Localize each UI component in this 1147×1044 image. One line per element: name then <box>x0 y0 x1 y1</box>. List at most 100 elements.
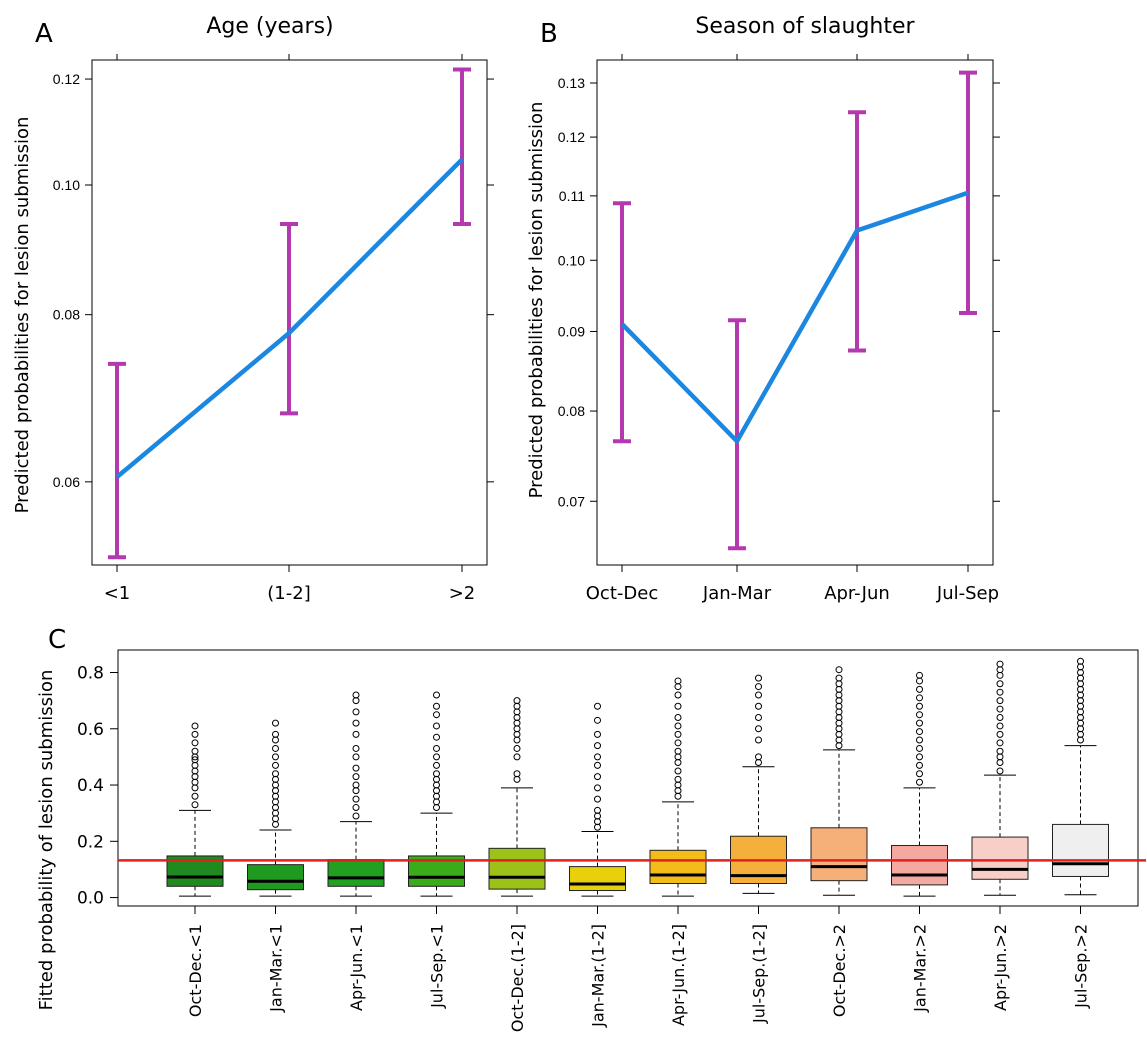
x-tick-label: Jan-Mar <box>702 583 772 604</box>
outlier-point <box>996 660 1004 668</box>
outlier-point <box>272 744 279 752</box>
outlier-point <box>594 784 601 792</box>
outlier-point <box>1077 685 1084 693</box>
outlier-point <box>916 719 923 727</box>
outlier-point <box>513 744 521 752</box>
outlier-point <box>594 716 601 724</box>
y-tick-label: 0.0 <box>77 889 104 909</box>
outlier-point <box>272 781 279 789</box>
outlier-point <box>352 795 360 803</box>
panel-c-frame <box>117 649 1139 907</box>
outlier-point <box>594 806 601 814</box>
x-tick-label: Apr-Jun <box>824 583 890 604</box>
y-tick-label: 0.6 <box>77 720 104 740</box>
outlier-point <box>272 775 279 783</box>
outlier-point <box>352 744 360 752</box>
outlier-point <box>835 685 843 693</box>
outlier-point <box>433 744 440 752</box>
panel-b-x-axis: Oct-Dec Jan-Mar Apr-Jun Jul-Sep <box>586 54 999 604</box>
outlier-point <box>996 688 1004 696</box>
outlier-point <box>1077 736 1084 744</box>
x-tick-label: Jul-Sep.<1 <box>428 924 447 1009</box>
outlier-point <box>996 697 1004 705</box>
y-tick-label: 0.10 <box>53 177 80 193</box>
panel-b-y-axis: 0.07 0.08 0.09 0.10 0.11 0.12 0.13 <box>558 75 1000 509</box>
x-tick-label: Oct-Dec.(1-2] <box>508 924 527 1032</box>
outlier-point <box>755 702 762 710</box>
series-line <box>620 190 969 444</box>
outlier-point <box>996 666 1004 674</box>
panel-b-ylabel: Predicted probabilities for lesion submi… <box>526 102 547 499</box>
outlier-point <box>916 728 923 736</box>
outlier-point <box>352 753 360 761</box>
box <box>569 866 626 892</box>
outlier-point <box>191 801 199 809</box>
outlier-point <box>433 787 440 795</box>
outlier-point <box>191 767 199 775</box>
outlier-point <box>594 742 601 750</box>
panel-c-x-axis: Oct-Dec.<1 Jan-Mar.<1 Apr-Jun.<1 Jul-Sep.<1… <box>186 906 1091 1032</box>
y-tick-label: 0.06 <box>53 474 80 490</box>
x-tick-label: Apr-Jun.(1-2] <box>669 924 688 1026</box>
panel-a-y-axis: 0.06 0.08 0.10 0.12 <box>53 71 494 490</box>
y-tick-label: 0.8 <box>77 664 104 684</box>
outlier-point <box>191 747 199 755</box>
y-tick-label: 0.2 <box>77 832 104 852</box>
outlier-point <box>674 730 682 738</box>
outlier-point <box>433 792 440 800</box>
outlier-point <box>272 815 279 823</box>
outlier-point <box>1077 730 1084 738</box>
outlier-point <box>996 714 1004 722</box>
outlier-point <box>272 798 279 806</box>
outlier-point <box>272 804 279 812</box>
outlier-point <box>191 792 199 800</box>
outlier-point <box>674 739 682 747</box>
outlier-point <box>191 778 199 786</box>
outlier-point <box>272 809 279 817</box>
outlier-point <box>674 702 682 710</box>
outlier-point <box>674 775 682 783</box>
outlier-point <box>272 792 279 800</box>
outlier-point <box>1077 697 1084 705</box>
outlier-point <box>916 736 923 744</box>
panel-letter-c: C <box>48 625 66 655</box>
outlier-point <box>352 691 360 699</box>
outlier-point <box>916 677 923 685</box>
panel-c: C Fitted probability of lesion submissio… <box>36 625 1146 1032</box>
outlier-point <box>996 680 1004 688</box>
outlier-point <box>916 770 923 778</box>
x-tick-label: Oct-Dec <box>586 583 658 604</box>
outlier-point <box>513 719 521 727</box>
outlier-point <box>674 781 682 789</box>
y-tick-label: 0.12 <box>558 129 585 145</box>
outlier-point <box>755 736 762 744</box>
panel-a-x-axis: <1 (1-2] >2 <box>104 54 476 604</box>
outlier-point <box>835 708 843 716</box>
outlier-point <box>352 764 360 772</box>
outlier-point <box>191 773 199 781</box>
outlier-point <box>755 714 762 722</box>
outlier-point <box>433 691 440 699</box>
outlier-point <box>674 759 682 767</box>
outlier-point <box>674 767 682 775</box>
outlier-point <box>513 708 521 716</box>
outlier-point <box>835 697 843 705</box>
x-tick-label: <1 <box>104 583 131 604</box>
outlier-point <box>433 761 440 769</box>
x-tick-label: >2 <box>449 583 476 604</box>
outlier-point <box>433 804 440 812</box>
outlier-point <box>1077 691 1084 699</box>
outlier-point <box>835 666 843 674</box>
panel-b-series <box>620 190 969 444</box>
x-tick-label: Jul-Sep.>2 <box>1072 924 1091 1009</box>
outlier-point <box>674 677 682 685</box>
outlier-point <box>996 722 1004 730</box>
y-tick-label: 0.08 <box>558 403 585 419</box>
outlier-point <box>594 773 601 781</box>
outlier-point <box>272 787 279 795</box>
outlier-point <box>433 775 440 783</box>
box <box>810 827 868 882</box>
outlier-point <box>996 705 1004 713</box>
outlier-point <box>996 671 1004 679</box>
